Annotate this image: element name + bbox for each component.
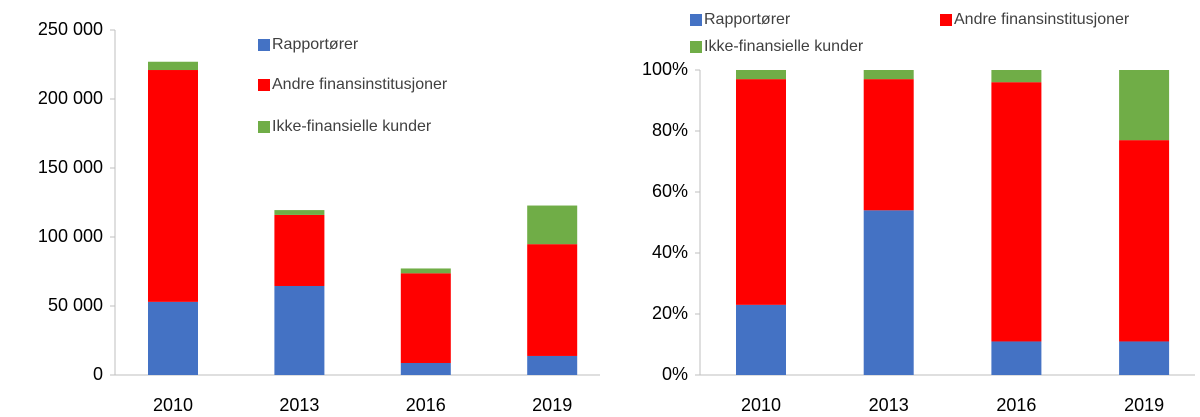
y-tick-label: 50 000 <box>48 295 103 315</box>
bar-segment <box>863 79 914 211</box>
y-tick-label: 100% <box>642 59 688 79</box>
bar-segment <box>863 70 914 80</box>
bar-segment <box>400 362 451 375</box>
bar-segment <box>1119 140 1170 342</box>
bar-segment <box>1119 70 1170 141</box>
legend-swatch <box>258 79 270 91</box>
x-tick-label: 2010 <box>153 395 193 415</box>
bar-segment <box>991 341 1042 375</box>
bar-segment <box>527 205 578 245</box>
x-tick-label: 2016 <box>406 395 446 415</box>
y-tick-label: 200 000 <box>38 88 103 108</box>
bar-segment <box>400 273 451 363</box>
y-tick-label: 0% <box>662 364 688 384</box>
bar-segment <box>527 355 578 375</box>
bar-segment <box>148 70 198 302</box>
bar-segment <box>400 268 451 274</box>
y-tick-label: 20% <box>652 303 688 323</box>
bar-segment <box>736 70 786 80</box>
legend-label: Rapportører <box>272 36 359 53</box>
y-tick-label: 100 000 <box>38 226 103 246</box>
bar-segment <box>1119 341 1170 375</box>
y-tick-label: 150 000 <box>38 157 103 177</box>
legend-label: Andre finansinstitusjoner <box>954 11 1130 28</box>
y-tick-label: 60% <box>652 181 688 201</box>
bar-segment <box>274 285 325 375</box>
legend-swatch <box>690 14 702 26</box>
bar-segment <box>991 82 1042 342</box>
x-tick-label: 2019 <box>532 395 572 415</box>
legend-swatch <box>940 14 952 26</box>
legend-swatch <box>258 39 270 51</box>
x-tick-label: 2013 <box>279 395 319 415</box>
bar-segment <box>148 301 198 375</box>
bar-segment <box>863 210 914 375</box>
legend-label: Rapportører <box>704 11 791 28</box>
legend-label: Andre finansinstitusjoner <box>272 76 448 93</box>
legend-label: Ikke-finansielle kunder <box>272 118 432 135</box>
x-tick-label: 2016 <box>996 395 1036 415</box>
legend-label: Ikke-finansielle kunder <box>704 38 864 55</box>
bar-segment <box>274 214 325 286</box>
x-tick-label: 2010 <box>741 395 781 415</box>
bar-segment <box>527 244 578 356</box>
bar-segment <box>991 70 1042 83</box>
bar-segment <box>736 79 786 305</box>
y-tick-label: 0 <box>93 364 103 384</box>
x-tick-label: 2013 <box>869 395 909 415</box>
bar-segment <box>736 304 786 375</box>
y-tick-label: 250 000 <box>38 19 103 39</box>
legend-swatch <box>690 41 702 53</box>
y-tick-label: 80% <box>652 120 688 140</box>
x-tick-label: 2019 <box>1124 395 1164 415</box>
legend-swatch <box>258 121 270 133</box>
bar-segment <box>148 61 198 71</box>
y-tick-label: 40% <box>652 242 688 262</box>
bar-segment <box>274 210 325 215</box>
